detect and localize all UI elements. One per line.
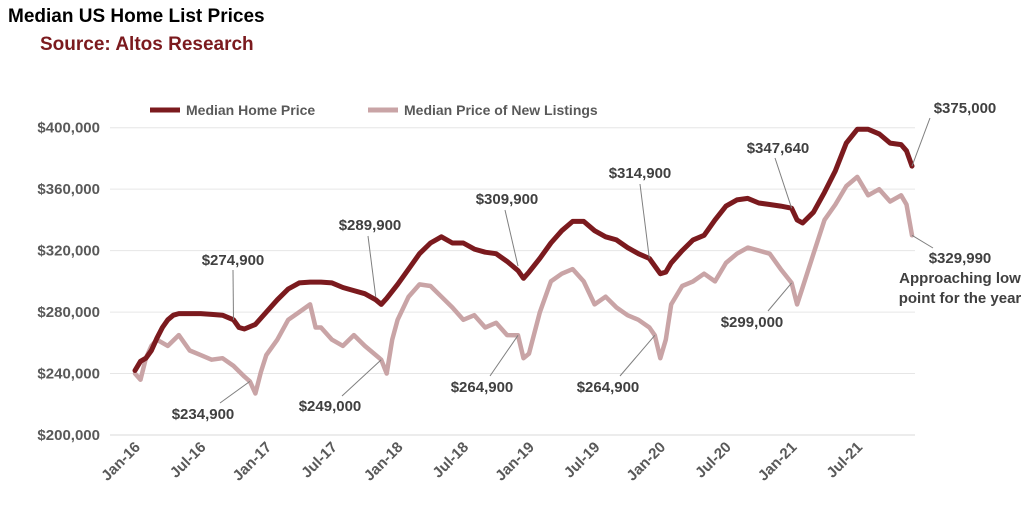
y-tick-label: $240,000 <box>37 366 100 383</box>
y-tick-label: $200,000 <box>37 427 100 444</box>
gridlines <box>110 127 915 375</box>
series-line-median-home-price <box>132 126 915 373</box>
y-tick-label: $320,000 <box>37 243 100 260</box>
annotation-label: $264,900 <box>451 379 514 396</box>
annotation-leaders <box>219 117 934 404</box>
chart-subtitle: Source: Altos Research <box>40 34 254 55</box>
annotation-label: $314,900 <box>609 165 672 182</box>
x-tick-label: Jan-21 <box>755 439 801 485</box>
x-tick-label: Jan-16 <box>98 439 144 485</box>
x-tick-label: Jul-19 <box>561 439 604 482</box>
annotation-leader <box>639 183 650 259</box>
annotation-label: point for the year <box>899 290 1022 307</box>
x-tick-label: Jul-21 <box>823 439 866 482</box>
annotation-label: $274,900 <box>202 252 265 269</box>
annotation-leader <box>774 157 793 209</box>
legend-label-new-listings: Median Price of New Listings <box>404 102 598 118</box>
annotation-leader <box>341 359 382 397</box>
annotation-label: $289,900 <box>339 217 402 234</box>
y-tick-label: $280,000 <box>37 304 100 321</box>
annotation-leader <box>911 117 931 167</box>
annotation-leader <box>619 334 656 377</box>
chart-title: Median US Home List Prices <box>8 6 265 27</box>
x-tick-label: Jan-18 <box>361 439 407 485</box>
x-tick-label: Jan-20 <box>623 439 669 485</box>
annotation-leader <box>911 234 934 249</box>
x-tick-label: Jul-20 <box>692 439 735 482</box>
legend-label-median-home-price: Median Home Price <box>186 102 315 118</box>
annotation-label: $309,900 <box>476 191 539 208</box>
annotation-label: $347,640 <box>747 140 810 157</box>
legend: Median Home Price Median Price of New Li… <box>150 102 598 118</box>
series-line-new-listings <box>132 174 915 396</box>
annotation-label: $375,000 <box>934 100 997 117</box>
annotation-label: $264,900 <box>577 379 640 396</box>
x-tick-label: Jul-17 <box>298 439 341 482</box>
y-tick-label: $400,000 <box>37 120 100 137</box>
x-tick-label: Jul-18 <box>429 439 472 482</box>
annotation-label: $234,900 <box>172 406 235 423</box>
annotations: $274,900 $289,900 $309,900 $314,900 $347,640… <box>172 100 1022 423</box>
annotation-label: $299,000 <box>721 314 784 331</box>
x-tick-label: Jan-17 <box>230 439 276 485</box>
x-tick-label: Jan-19 <box>492 439 538 485</box>
annotation-leader <box>367 235 377 297</box>
annotation-leader <box>504 209 519 267</box>
annotation-leader <box>219 380 251 404</box>
annotation-leader <box>767 282 793 312</box>
x-axis-ticks: Jan-16 Jul-16 Jan-17 Jul-17 Jan-18 Jul-18 Jan-… <box>98 439 866 485</box>
annotation-label: Approaching low <box>899 270 1021 287</box>
y-axis-ticks: $200,000 $240,000 $280,000 $320,000 $360,000… <box>37 120 100 444</box>
annotation-leader <box>489 335 519 377</box>
y-tick-label: $360,000 <box>37 181 100 198</box>
series-lines <box>132 126 915 396</box>
annotation-label: $249,000 <box>299 398 362 415</box>
x-tick-label: Jul-16 <box>167 439 210 482</box>
annotation-label: $329,990 <box>929 250 992 267</box>
